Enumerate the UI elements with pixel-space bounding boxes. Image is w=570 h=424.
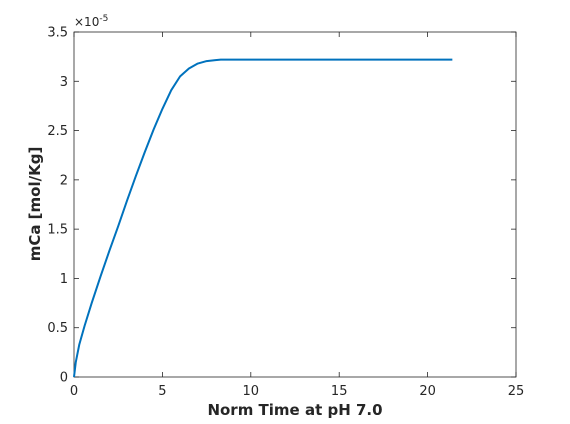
y-tick-label: 2.5 (47, 124, 68, 139)
y-tick-label: 3.5 (47, 26, 68, 41)
series-layer (73, 58, 453, 378)
x-tick-label: 0 (70, 384, 78, 399)
x-tick-label: 10 (243, 384, 260, 399)
y-tick-label: 2 (60, 173, 68, 188)
y-tick-label: 0.5 (47, 321, 68, 336)
series-line (73, 58, 453, 378)
x-tick-label: 15 (331, 384, 348, 399)
plot-area (73, 31, 517, 378)
x-axis-label: Norm Time at pH 7.0 (207, 401, 382, 419)
y-tick-label: 0 (60, 371, 68, 386)
x-tick-label: 25 (508, 384, 525, 399)
y-axis-label: mCa [mol/Kg] (26, 147, 44, 262)
y-tick-label: 1 (60, 272, 68, 287)
y-tick-label: 3 (60, 75, 68, 90)
axis-ticks: 0 5 10 15 20 25 0 0.5 1 1.5 2 2.5 3 3.5 (47, 26, 524, 400)
x-tick-label: 5 (158, 384, 166, 399)
y-tick-label: 1.5 (47, 223, 68, 238)
x-tick-label: 20 (419, 384, 436, 399)
y-exponent-label: ×10-5 (74, 14, 108, 29)
